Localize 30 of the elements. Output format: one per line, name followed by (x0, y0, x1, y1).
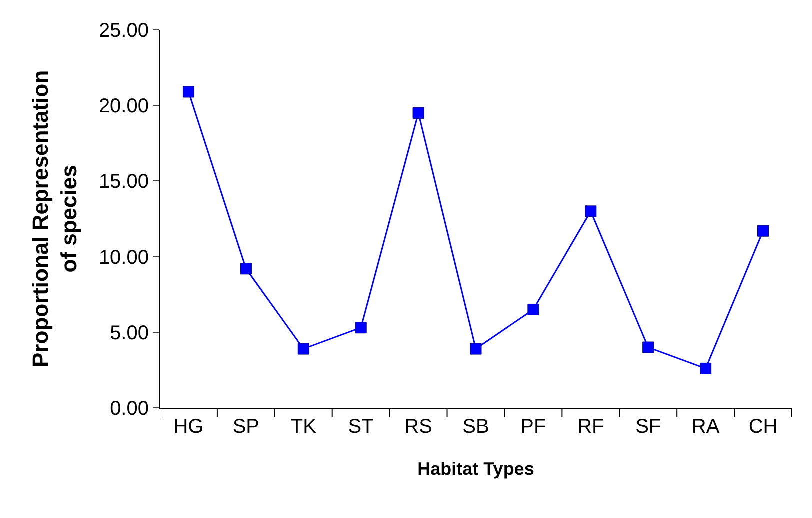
point (298, 343, 310, 355)
point (700, 362, 712, 374)
point (412, 107, 424, 119)
y-tick-label: 20.00 (98, 96, 149, 118)
point (240, 263, 252, 275)
x-tick-label: CH (748, 416, 778, 438)
x-tick-label: PF (520, 416, 546, 438)
y-tick-label: 15.00 (98, 171, 149, 194)
x-tick-label: TK (290, 416, 318, 438)
point (182, 86, 194, 98)
y-axis-title: Proportional Representation of species (28, 70, 82, 368)
x-tick-label: RS (404, 416, 432, 438)
point (642, 342, 654, 354)
x-tick-label: RF (578, 416, 604, 438)
y-tick-label: 25.00 (98, 20, 149, 42)
x-axis-title: Habitat Types (418, 459, 534, 480)
x-tick-label: HG (174, 416, 204, 438)
y-tick-label: 0.00 (110, 398, 149, 420)
point (470, 343, 482, 355)
x-tick-label: SB (462, 416, 490, 438)
x-tick-label: SP (232, 416, 260, 438)
y-tick-label: 5.00 (110, 322, 149, 344)
point (585, 206, 597, 218)
x-tick-label: ST (348, 416, 374, 438)
point (758, 225, 770, 237)
x-tick-label: RA (692, 416, 720, 438)
y-tick-label: 10.00 (98, 246, 149, 269)
point (528, 304, 540, 316)
x-tick-label: SF (636, 416, 662, 438)
point (355, 322, 367, 334)
